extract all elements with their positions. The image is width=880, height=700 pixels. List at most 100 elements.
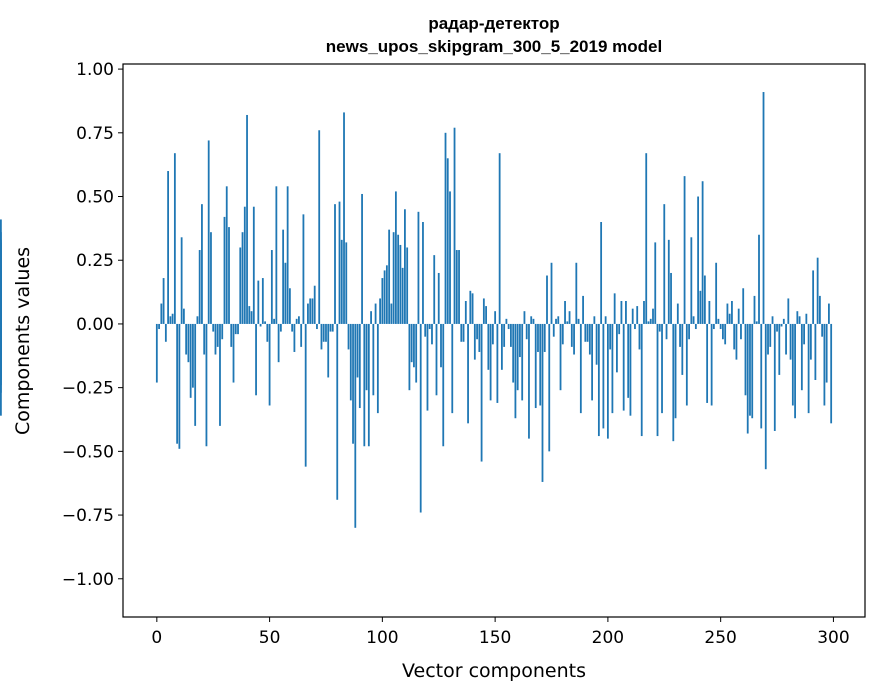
bar-216	[643, 301, 645, 324]
bar-62	[295, 318, 298, 324]
bar-91	[361, 193, 363, 324]
bar-86	[349, 323, 352, 401]
bar-219	[649, 318, 652, 324]
bar-140	[471, 293, 474, 324]
bar-120	[426, 323, 429, 411]
bar-242	[701, 181, 704, 324]
bar-154	[503, 323, 506, 347]
bar-150	[494, 311, 497, 324]
bar-61	[293, 323, 296, 352]
bar-67	[307, 303, 309, 324]
bar-146	[485, 306, 487, 324]
bar-149	[491, 323, 494, 345]
bar-121	[428, 323, 431, 330]
bar-226	[665, 323, 668, 340]
bar-198	[602, 323, 605, 429]
bar-271	[767, 323, 769, 355]
bar-261	[744, 323, 747, 396]
chart-title-line-1: радар-детектор	[428, 14, 559, 33]
bar-165	[528, 323, 530, 439]
bar-297	[825, 323, 828, 383]
bar-77	[329, 323, 332, 332]
bar-111	[406, 247, 409, 324]
bar-183	[568, 311, 571, 324]
bar-169	[537, 323, 539, 352]
bar-223	[658, 323, 661, 332]
bar-93	[365, 323, 368, 391]
bar-211	[631, 308, 634, 324]
bar-296	[823, 323, 826, 406]
bar-157	[510, 323, 512, 347]
bar-41	[248, 306, 251, 324]
bar-286	[800, 323, 803, 391]
bar-58	[286, 186, 289, 324]
bar-11	[180, 237, 183, 324]
y-tick-label: 0.00	[76, 315, 114, 335]
bar-127	[442, 323, 445, 447]
bar-90	[358, 323, 361, 409]
bar-152	[498, 153, 501, 324]
bar-278	[782, 318, 785, 324]
bar-33	[230, 323, 233, 347]
bar-63	[298, 316, 300, 324]
bar-129	[446, 158, 449, 324]
bar-171	[541, 323, 544, 482]
bar-275	[776, 323, 778, 332]
bar-5	[167, 171, 169, 324]
bar-251	[722, 323, 724, 340]
bar-57	[284, 262, 287, 324]
bar-0	[155, 323, 158, 383]
bar-249	[717, 318, 720, 324]
bar-155	[505, 318, 508, 324]
bar-35	[234, 323, 237, 335]
bar-151	[496, 323, 499, 403]
x-axis-label: Vector components	[402, 660, 586, 682]
bar-164	[525, 323, 528, 340]
bar-69	[311, 298, 314, 324]
bar-68	[309, 298, 312, 324]
bar-194	[593, 316, 596, 324]
bar-118	[422, 222, 424, 324]
bar-87	[352, 323, 354, 444]
bar-95	[370, 311, 372, 324]
bar-263	[749, 323, 751, 416]
y-tick-label: −1.00	[62, 570, 114, 590]
bar-178	[557, 316, 560, 324]
bar-24	[210, 232, 212, 324]
bar-172	[543, 323, 546, 352]
bar-196	[597, 323, 600, 437]
bar-282	[791, 323, 794, 406]
bar-218	[647, 321, 650, 324]
bar-265	[753, 295, 756, 324]
bar-112	[408, 323, 411, 391]
bar-289	[807, 323, 810, 414]
bar-130	[449, 191, 451, 324]
bar-17	[194, 323, 197, 426]
bar-290	[809, 323, 812, 360]
bar-292	[814, 323, 817, 380]
bar-144	[480, 323, 483, 462]
bar-30	[223, 216, 226, 324]
bar-189	[582, 295, 584, 324]
bar-252	[724, 323, 727, 345]
y-tick-label: −0.75	[62, 506, 114, 526]
bar-8	[173, 153, 176, 324]
y-axis-ticks: 1.00 0.75 0.50 0.25 0.00 −0.25 −0.50 −0.75 −1.00	[62, 60, 123, 590]
bar-179	[559, 323, 562, 391]
bar-125	[437, 272, 440, 324]
bar-167	[532, 318, 535, 324]
bar-47	[261, 278, 264, 324]
bar-254	[728, 313, 731, 324]
bar-40	[246, 114, 248, 324]
y-tick-label: 0.50	[76, 188, 114, 208]
bar-32	[228, 227, 230, 324]
bar-197	[600, 222, 603, 324]
bar-39	[243, 206, 246, 324]
bar-28	[219, 323, 221, 426]
bar-124	[435, 323, 438, 396]
bar-52	[273, 318, 275, 324]
bar-285	[798, 316, 801, 324]
bar-96	[372, 323, 375, 396]
bar-92	[363, 323, 366, 447]
